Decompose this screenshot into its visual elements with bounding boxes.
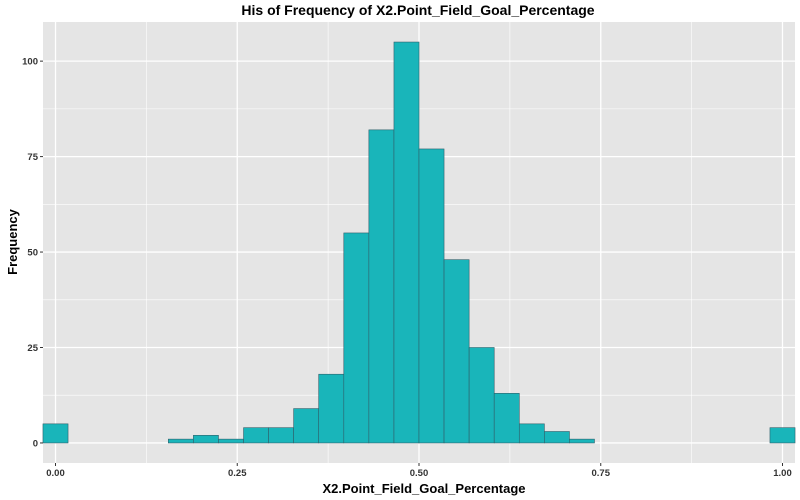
x-tick-label: 0.50 — [410, 468, 429, 479]
histogram-bar — [218, 438, 244, 444]
bars-group — [42, 41, 796, 444]
histogram-bar — [343, 232, 370, 444]
histogram-bar — [418, 148, 445, 444]
x-axis-title: X2.Point_Field_Goal_Percentage — [322, 481, 525, 496]
histogram-bar — [393, 41, 420, 444]
histogram-bar — [769, 427, 796, 444]
y-tick-label: 100 — [22, 57, 38, 68]
y-tick-label: 50 — [27, 248, 38, 259]
histogram-bar — [193, 435, 219, 444]
histogram-bar — [368, 129, 395, 444]
histogram-bar — [468, 347, 495, 444]
histogram-bar — [293, 408, 320, 444]
histogram-bar — [569, 438, 595, 444]
y-tick-label: 25 — [27, 343, 38, 354]
histogram-bar — [167, 438, 194, 444]
x-tick-label: 0.25 — [228, 468, 247, 479]
x-tick-label: 1.00 — [773, 468, 792, 479]
histogram-bar — [518, 423, 545, 444]
histogram-bar — [243, 427, 269, 444]
chart-title: His of Frequency of X2.Point_Field_Goal_… — [241, 2, 594, 18]
axis-ticks: 0.00 0.25 0.50 0.75 1.00 0 25 50 75 100 — [22, 57, 792, 479]
histogram-bar — [318, 373, 345, 444]
histogram-bar — [42, 423, 69, 444]
histogram-bar — [493, 393, 520, 444]
y-axis-title: Frequency — [5, 208, 20, 275]
histogram-bar — [443, 259, 470, 444]
histogram-bar — [268, 427, 294, 444]
x-tick-label: 0.75 — [591, 468, 610, 479]
y-tick-label: 75 — [27, 152, 38, 163]
y-tick-label: 0 — [33, 438, 38, 449]
x-tick-label: 0.00 — [46, 468, 65, 479]
histogram-bar — [544, 431, 570, 444]
